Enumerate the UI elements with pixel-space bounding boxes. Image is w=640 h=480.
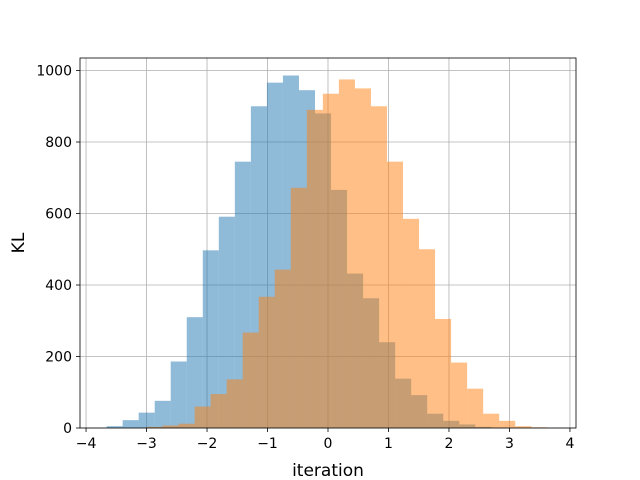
x-tick-label: −3 (136, 436, 157, 452)
histogram-bar-series-1 (138, 412, 155, 428)
histogram-bar-series-1 (170, 361, 187, 428)
x-tick-label: 0 (324, 436, 333, 452)
x-tick-label: 2 (445, 436, 454, 452)
histogram-bar-series-2 (226, 379, 243, 428)
x-tick-label: 3 (505, 436, 514, 452)
x-tick-label: 1 (384, 436, 393, 452)
histogram-bar-series-2 (403, 218, 420, 428)
histogram-bar-series-2 (274, 269, 291, 428)
histogram-bar-series-1 (218, 216, 235, 428)
histogram-bar-series-1 (202, 250, 219, 428)
histogram-bar-series-2 (483, 413, 500, 428)
histogram-bar-series-2 (451, 362, 468, 428)
histogram-bar-series-2 (467, 388, 484, 428)
histogram-bar-series-2 (210, 394, 227, 428)
x-tick-label: −2 (197, 436, 218, 452)
histogram-bar-series-1 (122, 420, 139, 428)
histogram-bar-series-2 (386, 161, 404, 428)
histogram-bars (106, 75, 548, 429)
y-tick-label: 600 (45, 207, 72, 223)
histogram-bar-series-2 (146, 426, 163, 428)
y-tick-label: 800 (45, 135, 72, 151)
y-tick-label: 200 (45, 350, 72, 366)
x-tick-label: −4 (76, 436, 97, 452)
y-axis-label: KL (9, 232, 29, 253)
histogram-bar-series-2 (258, 296, 275, 428)
histogram-bar-series-2 (322, 93, 339, 429)
histogram-bar-series-1 (186, 317, 203, 428)
histogram-bar-series-2 (290, 187, 307, 428)
x-axis-label: iteration (292, 461, 364, 480)
x-tick-label: −1 (257, 436, 278, 452)
histogram-bar-series-2 (354, 88, 371, 428)
axis-ticks: −4 −3 −2 −1 0 1 2 3 4 0 200 400 600 800 1000 (36, 64, 574, 452)
histogram-bar-series-2 (499, 420, 516, 428)
histogram-bar-series-1 (106, 426, 123, 428)
histogram-bar-series-2 (306, 109, 323, 428)
histogram-bar-series-2 (242, 332, 259, 428)
y-tick-label: 1000 (36, 64, 72, 80)
x-tick-label: 4 (565, 436, 574, 452)
histogram-bar-series-2 (194, 406, 211, 428)
histogram-bar-series-1 (154, 400, 171, 428)
y-tick-label: 0 (63, 421, 72, 437)
histogram-bar-series-2 (178, 423, 195, 428)
histogram-bar-series-2 (435, 318, 452, 428)
histogram-bar-series-2 (370, 106, 387, 429)
y-tick-label: 400 (45, 278, 72, 294)
histogram-bar-series-2 (515, 426, 532, 428)
histogram-bar-series-2 (338, 79, 355, 428)
histogram-bar-series-2 (162, 425, 179, 428)
histogram-bar-series-2 (419, 249, 436, 428)
